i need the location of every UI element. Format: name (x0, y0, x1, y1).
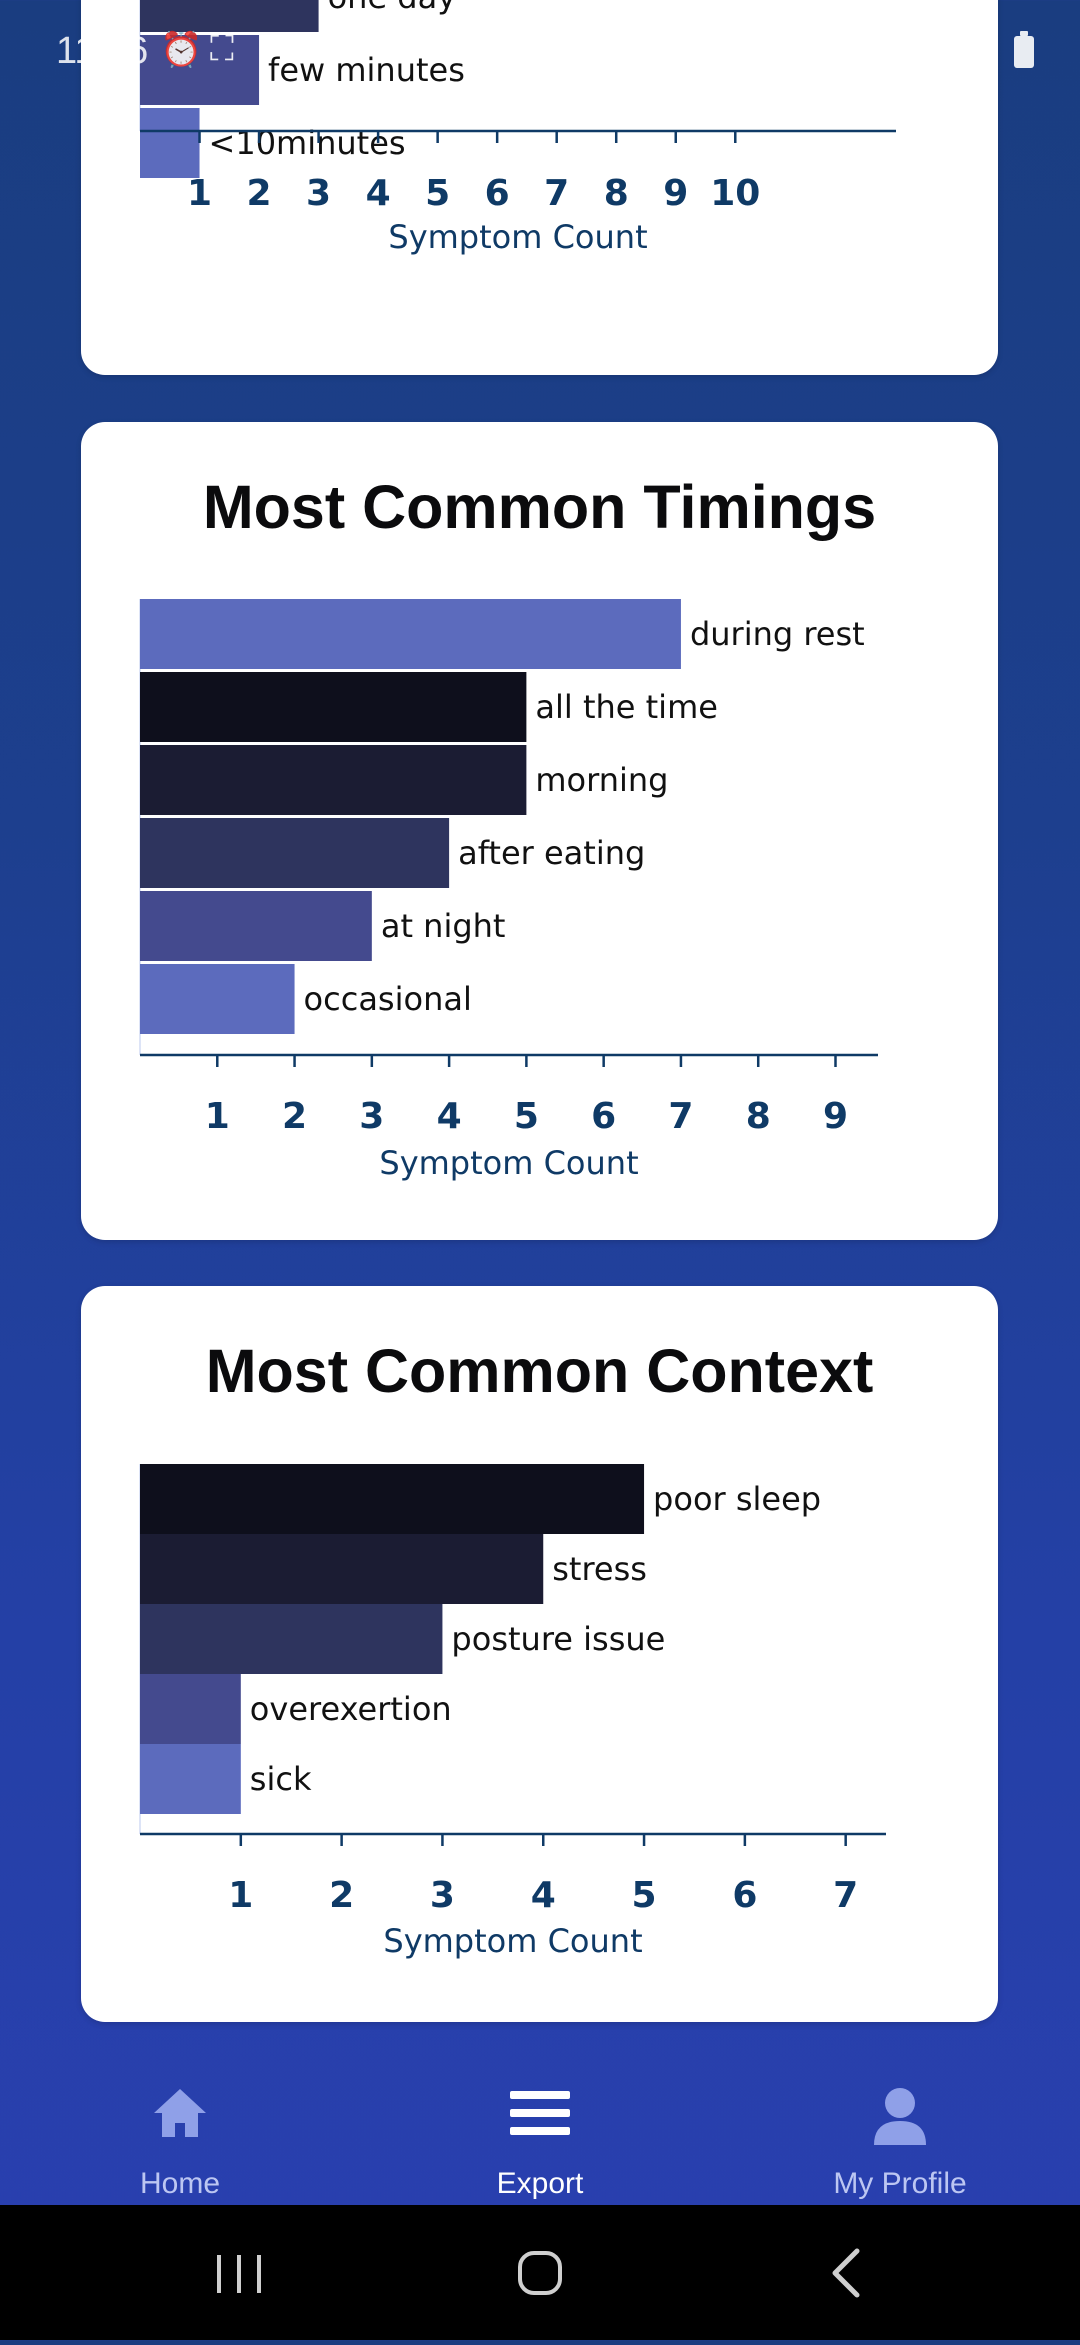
context-chart-card: Most Common Context poor sleep stress post… (81, 1286, 998, 2022)
x-axis-title: Symptom Count (379, 1144, 638, 1182)
x-tick-label: 7 (668, 1096, 693, 1137)
bar-label: <10minutes (209, 124, 406, 162)
bar-label: all the time (535, 688, 718, 726)
x-tick-label: 6 (485, 173, 510, 214)
nav-profile-label: My Profile (833, 2167, 967, 2200)
bar (140, 1674, 241, 1744)
x-tick-label: 6 (732, 1875, 757, 1916)
menu-icon (508, 2085, 572, 2146)
x-tick-label: 2 (282, 1096, 307, 1137)
battery-icon (1014, 31, 1034, 68)
status-time: 11:56 (56, 30, 149, 72)
nav-home-label: Home (139, 2167, 221, 2200)
bar-label: morning (535, 761, 668, 799)
bar-label: sick (250, 1760, 312, 1798)
bar (140, 891, 372, 961)
bar-label: stress (552, 1550, 647, 1588)
x-tick-label: 3 (306, 173, 331, 214)
bar (140, 672, 527, 742)
system-nav-bar (0, 2205, 1080, 2340)
x-tick-label: 5 (514, 1096, 539, 1137)
x-tick-label: 2 (247, 173, 272, 214)
bar-label: during rest (690, 615, 865, 653)
x-tick-label: 4 (437, 1096, 462, 1137)
x-tick-label: 8 (604, 173, 629, 214)
nav-export-label: Export (496, 2167, 584, 2200)
x-tick-label: 4 (366, 173, 391, 214)
bar (140, 964, 295, 1034)
timings-bar-chart: during rest all the time morning after eati… (139, 599, 878, 1182)
x-tick-label: 3 (430, 1875, 455, 1916)
bar-label: after eating (458, 834, 645, 872)
bar (140, 1464, 645, 1534)
x-axis-title: Symptom Count (383, 1922, 642, 1960)
x-tick-label: 10 (710, 173, 760, 214)
home-circle-icon[interactable] (460, 2205, 620, 2340)
profile-icon (870, 2085, 930, 2154)
nav-my-profile[interactable]: My Profile (770, 2065, 1030, 2205)
bar-label: occasional (304, 980, 472, 1018)
x-tick-label: 4 (531, 1875, 556, 1916)
home-icon (150, 2085, 210, 2146)
x-tick-label: 9 (823, 1096, 848, 1137)
x-tick-label: 2 (329, 1875, 354, 1916)
nav-home[interactable]: Home (50, 2065, 310, 2205)
screen-record-icon: ⛶ (210, 30, 234, 68)
bar (140, 599, 681, 669)
bar (140, 745, 527, 815)
x-tick-label: 1 (228, 1875, 253, 1916)
x-tick-label: 3 (359, 1096, 384, 1137)
bar-label: few minutes (268, 51, 465, 89)
bar (140, 0, 319, 32)
bar (140, 35, 260, 105)
x-tick-label: 9 (663, 173, 688, 214)
x-tick-label: 7 (544, 173, 569, 214)
card-title: Most Common Timings (202, 473, 877, 541)
status-bar: 11:56 ⏰ ⛶ (0, 0, 1080, 100)
x-tick-label: 1 (187, 173, 212, 214)
alarm-icon: ⏰ (160, 31, 203, 69)
bar-label: posture issue (451, 1620, 665, 1658)
bar-label: overexertion (250, 1690, 452, 1728)
x-tick-label: 5 (632, 1875, 657, 1916)
nav-export[interactable]: Export (410, 2065, 670, 2205)
bar-label: one day (328, 0, 457, 16)
x-tick-label: 7 (833, 1875, 858, 1916)
bar-label: at night (381, 907, 506, 945)
bar (140, 818, 450, 888)
bar (140, 1534, 544, 1604)
x-tick-label: 8 (746, 1096, 771, 1137)
x-tick-label: 6 (591, 1096, 616, 1137)
back-icon[interactable] (765, 2205, 925, 2340)
recents-icon[interactable] (160, 2205, 320, 2340)
bar (140, 108, 200, 178)
x-tick-label: 1 (205, 1096, 230, 1137)
card-title: Most Common Context (205, 1337, 874, 1405)
x-axis-title: Symptom Count (388, 218, 647, 256)
bottom-nav: Home Export My Profile (0, 2065, 1080, 2205)
bar (140, 1604, 443, 1674)
bar-label: poor sleep (653, 1480, 821, 1518)
bar (140, 1744, 241, 1814)
timings-chart-card: Most Common Timings during rest all the t… (81, 422, 998, 1240)
x-tick-label: 5 (425, 173, 450, 214)
